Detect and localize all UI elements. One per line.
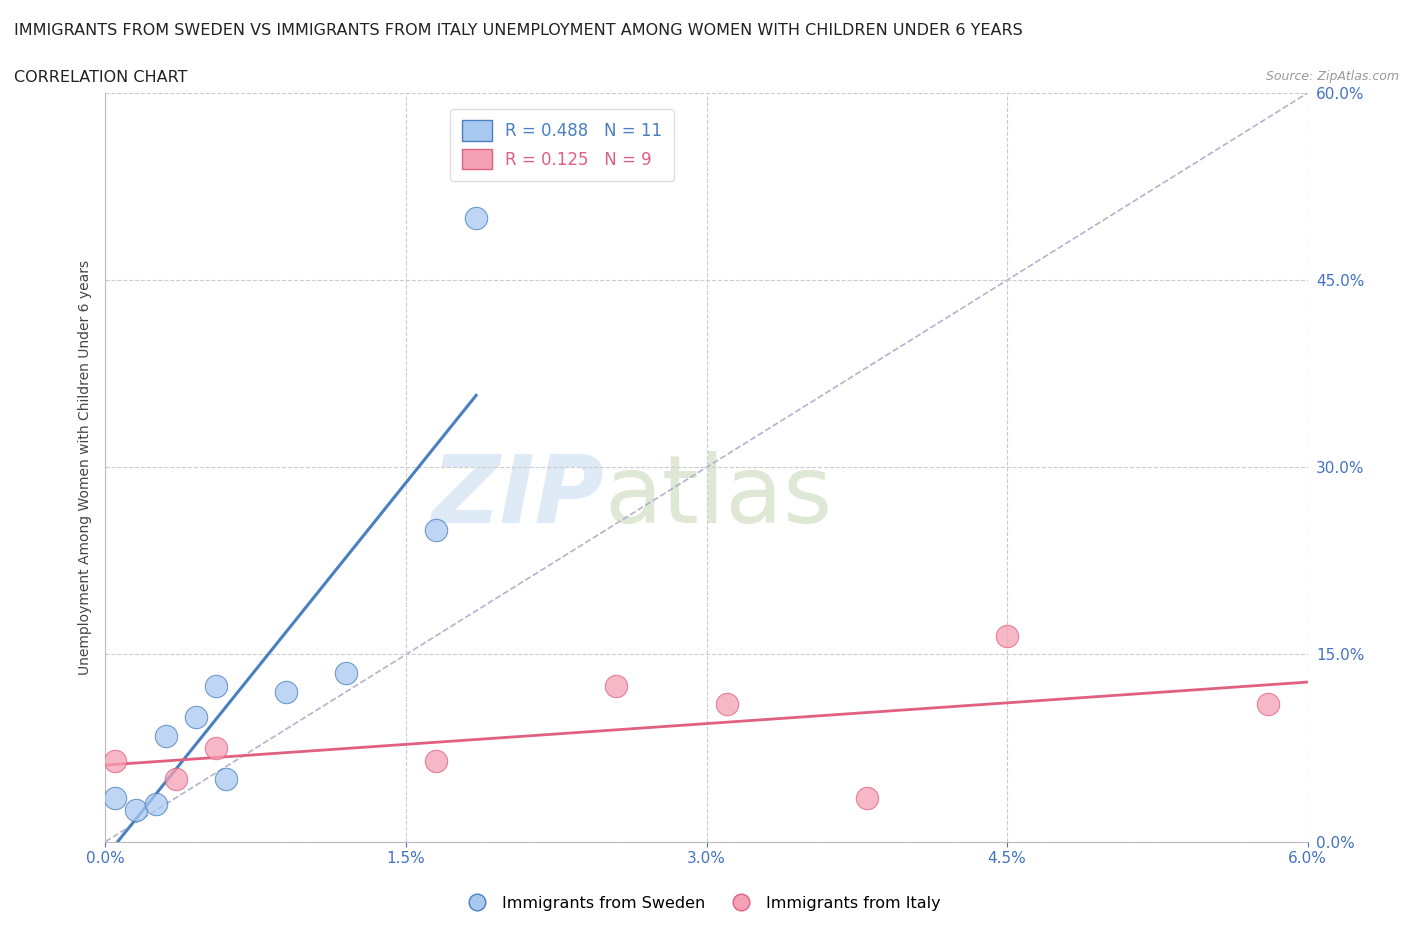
Point (1256, 697, 1278, 711)
Point (335, 666, 357, 681)
Point (855, 790, 877, 805)
Point (204, 678, 226, 693)
Point (145, 797, 167, 812)
Point (274, 684, 297, 699)
Text: IMMIGRANTS FROM SWEDEN VS IMMIGRANTS FROM ITALY UNEMPLOYMENT AMONG WOMEN WITH CH: IMMIGRANTS FROM SWEDEN VS IMMIGRANTS FRO… (14, 23, 1022, 38)
Point (165, 772, 187, 787)
Y-axis label: Unemployment Among Women with Children Under 6 years: Unemployment Among Women with Children U… (79, 259, 93, 675)
Text: CORRELATION CHART: CORRELATION CHART (14, 70, 187, 85)
Point (995, 629, 1018, 644)
Point (184, 710, 207, 724)
Text: Source: ZipAtlas.com: Source: ZipAtlas.com (1265, 70, 1399, 83)
Point (425, 523, 447, 538)
Point (605, 678, 627, 693)
Point (124, 803, 146, 817)
Legend: Immigrants from Sweden, Immigrants from Italy: Immigrants from Sweden, Immigrants from … (458, 890, 948, 917)
Point (716, 697, 738, 711)
Point (204, 740, 226, 755)
Text: ZIP: ZIP (432, 451, 605, 543)
Point (155, 728, 177, 743)
Point (214, 772, 236, 787)
Point (425, 753, 447, 768)
Point (465, 210, 488, 225)
Point (104, 753, 127, 768)
Point (104, 790, 127, 805)
Text: atlas: atlas (605, 451, 832, 543)
Legend: R = 0.488   N = 11, R = 0.125   N = 9: R = 0.488 N = 11, R = 0.125 N = 9 (450, 109, 673, 181)
